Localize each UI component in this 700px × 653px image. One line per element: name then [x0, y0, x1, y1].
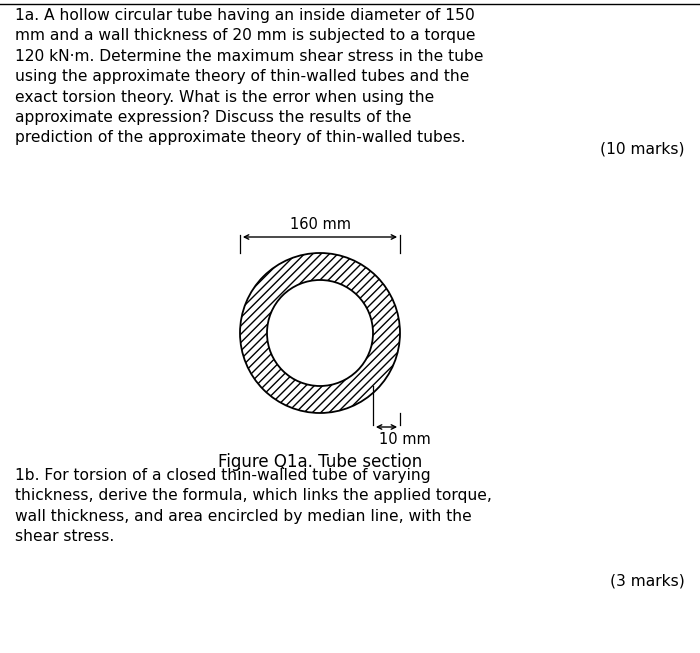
Text: 1a. A hollow circular tube having an inside diameter of 150
mm and a wall thickn: 1a. A hollow circular tube having an ins… — [15, 8, 484, 146]
Text: (3 marks): (3 marks) — [610, 573, 685, 588]
Text: (10 marks): (10 marks) — [601, 141, 685, 156]
Circle shape — [267, 280, 373, 386]
Text: 160 mm: 160 mm — [290, 217, 351, 232]
Text: 10 mm: 10 mm — [379, 432, 430, 447]
Text: 1b. For torsion of a closed thin-walled tube of varying
thickness, derive the fo: 1b. For torsion of a closed thin-walled … — [15, 468, 492, 544]
Text: Figure Q1a. Tube section: Figure Q1a. Tube section — [218, 453, 422, 471]
Circle shape — [240, 253, 400, 413]
